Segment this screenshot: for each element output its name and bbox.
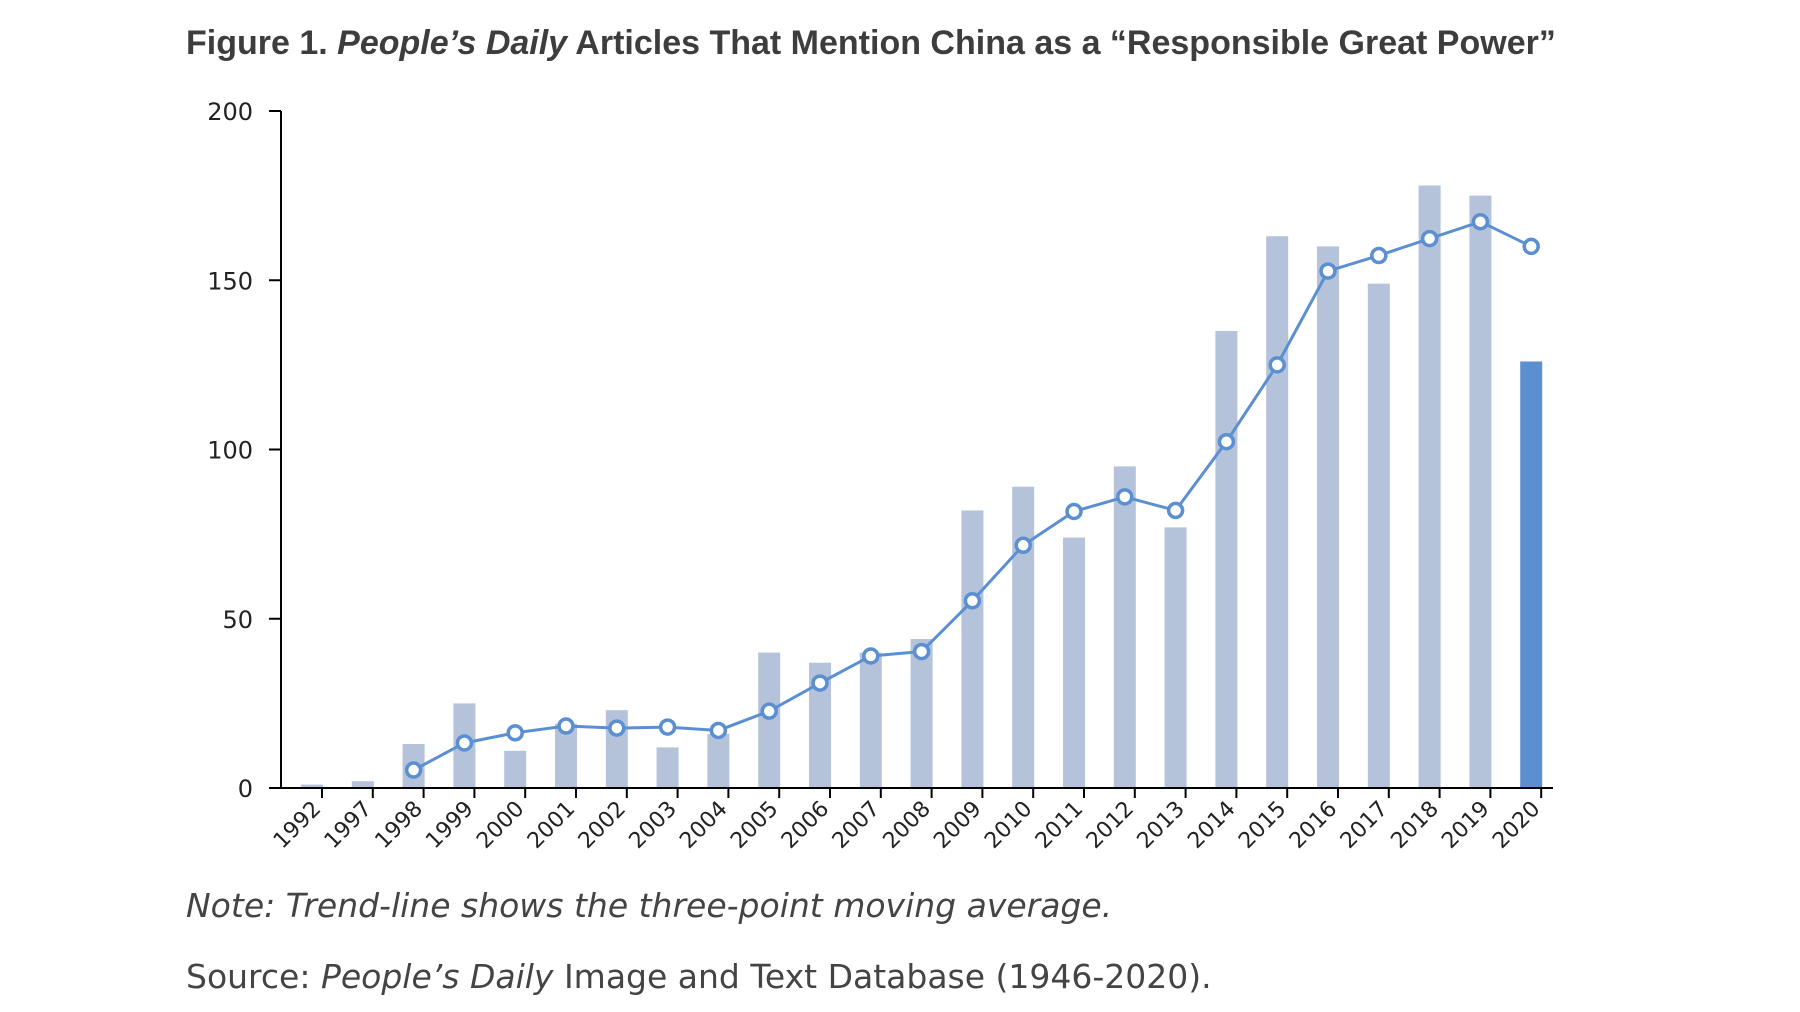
x-tick-label-2018: 2018 [1387,797,1444,854]
bar-2005 [758,652,781,788]
x-tick-label-2000: 2000 [472,797,529,854]
bar-2013 [1164,527,1187,788]
x-tick-label-2008: 2008 [879,797,936,854]
trend-point-2001 [557,717,575,735]
y-tick-label-200: 200 [207,98,253,126]
trend-point-2007 [862,647,880,665]
bar-2011 [1063,537,1085,788]
trend-point-2019 [1471,212,1490,231]
source-rest: Image and Text Database (1946-2020). [563,957,1212,996]
trend-point-2010 [1014,536,1032,555]
bar-2006 [809,662,831,788]
bar-1997 [351,781,374,788]
trend-point-2004 [709,721,728,740]
y-tick-label-100: 100 [207,437,253,465]
trend-point-2012 [1116,488,1134,506]
chart-note: Note: Trend-line shows the three-point m… [186,886,1113,925]
trend-point-2020 [1522,237,1540,256]
x-tick-label-2019: 2019 [1437,797,1494,854]
x-tick-label-2001: 2001 [523,797,580,854]
x-tick-label-2020: 2020 [1488,797,1545,854]
bar-2009 [961,510,984,788]
x-tick-label-2015: 2015 [1234,797,1291,854]
chart-title: Figure 1. People’s Daily Articles That M… [186,24,1746,63]
chart-source: Source: People’s Daily Image and Text Da… [186,957,1212,996]
bar-1992 [301,784,323,788]
trend-point-2014 [1217,432,1236,451]
bar-2000 [504,750,527,788]
y-tick-label-0: 0 [238,775,253,803]
x-tick-label-1999: 1999 [421,797,478,854]
trend-point-1999 [455,734,474,752]
x-tick-label-2002: 2002 [574,797,631,854]
bar-2008 [910,639,933,788]
bar-2004 [707,733,730,788]
trend-point-2006 [811,674,829,692]
trend-point-2016 [1319,262,1337,280]
title-prefix: Figure 1. [186,24,328,62]
bar-2001 [555,723,577,788]
bar-2014 [1215,331,1238,788]
trend-point-2008 [912,642,931,661]
bar-2019 [1469,195,1492,788]
x-tick-label-2005: 2005 [726,797,783,854]
bar-2003 [656,747,679,788]
trend-point-2013 [1166,501,1185,520]
x-tick-label-2006: 2006 [777,797,834,854]
bar-line-chart: 0 50 100 150 200 1992199719981999200020012002… [207,98,1553,854]
trend-point-2017 [1370,246,1388,265]
bar-2017 [1367,283,1390,788]
y-tick-label-150: 150 [207,267,253,295]
trend-point-2000 [506,724,524,742]
x-tick-label-2012: 2012 [1082,797,1139,854]
bar-2015 [1266,236,1289,788]
bars-layer [301,185,1543,789]
x-tick-label-2017: 2017 [1336,797,1393,854]
x-tick-label-2004: 2004 [675,797,732,854]
trend-point-2009 [963,592,982,610]
trend-point-2002 [608,719,626,737]
trend-line-layer [404,212,1540,779]
x-tick-label-2011: 2011 [1031,797,1088,854]
bar-2016 [1317,246,1339,788]
bar-2010 [1012,486,1035,788]
source-prefix: Source: [186,957,311,996]
x-tick-label-1998: 1998 [371,797,428,854]
trend-point-2005 [760,702,778,720]
x-tick-label-2010: 2010 [980,797,1037,854]
x-tick-label-2013: 2013 [1133,797,1190,854]
trend-point-2018 [1420,229,1439,248]
bar-2020 [1520,361,1543,788]
x-tick-label-2007: 2007 [828,797,885,854]
x-tick-label-2014: 2014 [1183,797,1240,854]
x-tick-label-1992: 1992 [269,797,326,854]
y-tick-label-50: 50 [222,606,253,634]
bar-2012 [1113,466,1136,788]
trend-point-2015 [1268,356,1286,374]
bar-2007 [859,652,882,788]
trend-point-2011 [1065,502,1083,521]
title-rest: Articles That Mention China as a “Respon… [575,24,1556,62]
x-tick-label-2009: 2009 [929,797,986,854]
trend-point-1998 [404,761,423,779]
source-italic: People’s Daily [320,957,554,996]
trend-point-2003 [658,718,677,736]
x-tick-label-1997: 1997 [320,797,377,854]
title-italic: People’s Daily [337,24,568,62]
x-tick-label-2016: 2016 [1285,797,1342,854]
bar-2018 [1418,185,1441,789]
x-tick-label-2003: 2003 [625,797,682,854]
